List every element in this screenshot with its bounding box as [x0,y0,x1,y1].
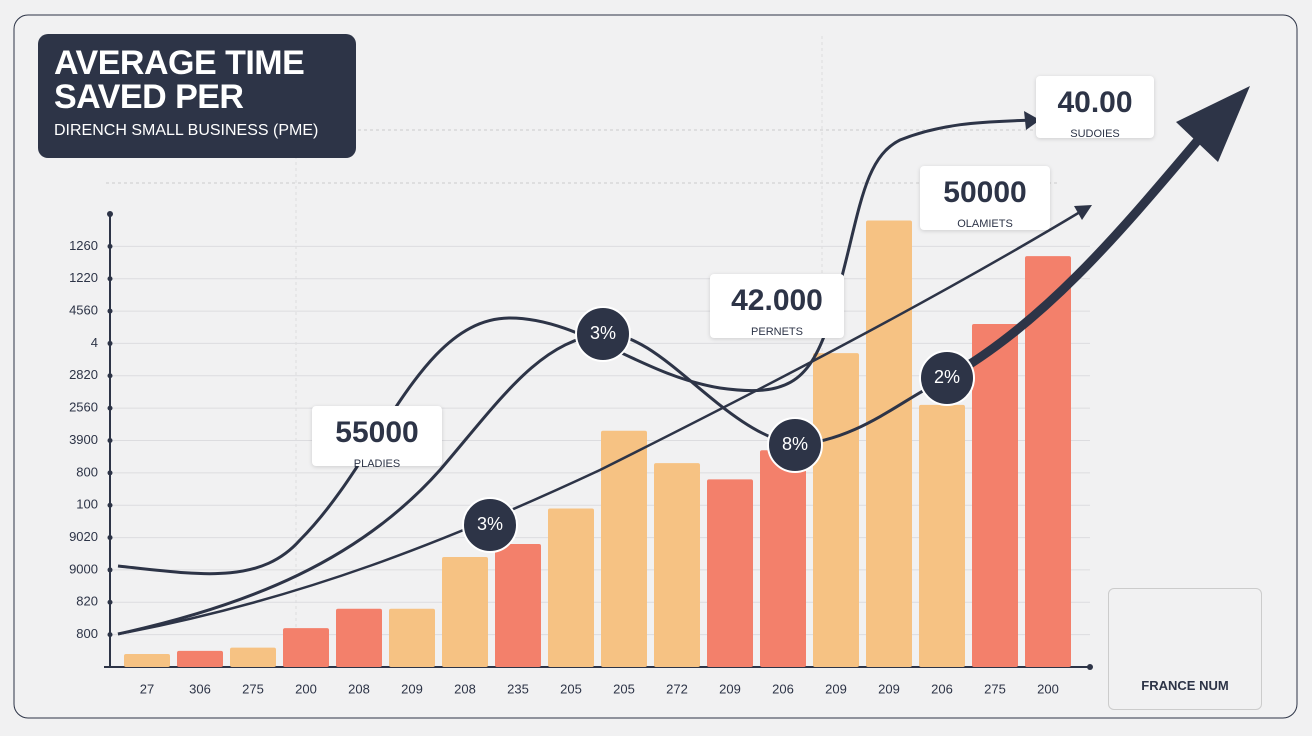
x-tick-label: 209 [878,681,900,696]
logo-text: FRANCE NUM [1141,678,1229,693]
badge-label: 2% [934,367,960,387]
trend-lines [117,117,1219,636]
arrowhead [1074,205,1092,220]
bar [548,508,594,667]
x-tick-label: 235 [507,681,529,696]
trend-arrow [944,117,1219,382]
y-tick-label: 2560 [69,400,98,415]
badge-label: 3% [477,514,503,534]
badges: 3% 3% 8% 2% [462,306,975,553]
x-tick-label: 208 [454,681,476,696]
x-tick-label: 275 [984,681,1006,696]
bar [707,479,753,667]
callout: 50000 OLAMIETS [920,166,1050,230]
x-tick-label: 205 [560,681,582,696]
arrowheads [1024,86,1250,220]
trend-line [117,118,1031,576]
bar [336,608,382,667]
badge-label: 8% [782,434,808,454]
arrowhead [1024,111,1040,130]
title-box: AVERAGE TIME SAVED PER DIRENCH SMALL BUS… [38,34,356,158]
axis-end [107,211,113,217]
y-tick-label: 9000 [69,561,98,576]
bar [654,463,700,667]
bar [919,404,965,667]
bar [124,654,170,667]
callout-label: SUDOIES [1070,128,1120,140]
bar [495,544,541,667]
y-tick-label: 1220 [69,270,98,285]
callout-value: 50000 [943,176,1027,209]
logo: FRANCE NUM [1108,588,1262,710]
bar [283,628,329,667]
bar [442,556,488,667]
x-tick-label: 275 [242,681,264,696]
axis-end [1087,664,1093,670]
x-tick-label: 209 [401,681,423,696]
frame [13,14,1298,719]
y-tick-label: 800 [76,626,98,641]
bar [972,324,1018,667]
badge [462,497,518,553]
bar [760,450,806,667]
bar [813,353,859,667]
callout: 40.00 SUDOIES [1036,76,1154,140]
badge-label: 3% [590,323,616,343]
bar [601,430,647,667]
badge [575,306,631,362]
x-tick-label: 206 [931,681,953,696]
bars [124,220,1071,667]
badge [919,350,975,406]
x-tick-label: 205 [613,681,635,696]
callout-value: 40.00 [1057,86,1133,119]
x-tick-label: 209 [825,681,847,696]
y-tick-label: 820 [76,594,98,609]
y-tick-label: 4560 [69,303,98,318]
callout-value: 55000 [335,416,419,449]
bar [177,650,223,667]
y-tick-label: 4 [91,335,98,350]
y-tick-label: 100 [76,497,98,512]
bar [1025,256,1071,667]
bar [230,647,276,667]
callout: 42.000 PERNETS [710,274,844,338]
chart-subtitle: DIRENCH SMALL BUSINESS (PME) [54,122,319,139]
y-tick-label: 2820 [69,367,98,382]
bar [389,608,435,667]
x-tick-label: 209 [719,681,741,696]
badge [767,417,823,473]
x-tick-label: 306 [189,681,211,696]
y-tick-label: 800 [76,464,98,479]
x-tick-label: 206 [772,681,794,696]
arrowhead [1176,86,1250,162]
chart-title: AVERAGE TIME SAVED PER [54,44,305,116]
callout: 55000 PLADIES [312,406,442,470]
bar [866,220,912,667]
x-tick-label: 272 [666,681,688,696]
trend-line [117,210,1081,636]
x-tick-label: 200 [295,681,317,696]
x-tick-label: 27 [140,681,154,696]
callout-label: PLADIES [353,458,401,470]
y-tick-label: 9020 [69,529,98,544]
callout-value: 42.000 [731,284,823,317]
callout-label: PERNETS [751,326,803,338]
y-tick-label: 1260 [69,238,98,253]
y-tick-label: 3900 [69,432,98,447]
x-tick-label: 200 [1037,681,1059,696]
x-tick-label: 208 [348,681,370,696]
callout-label: OLAMIETS [957,218,1013,230]
